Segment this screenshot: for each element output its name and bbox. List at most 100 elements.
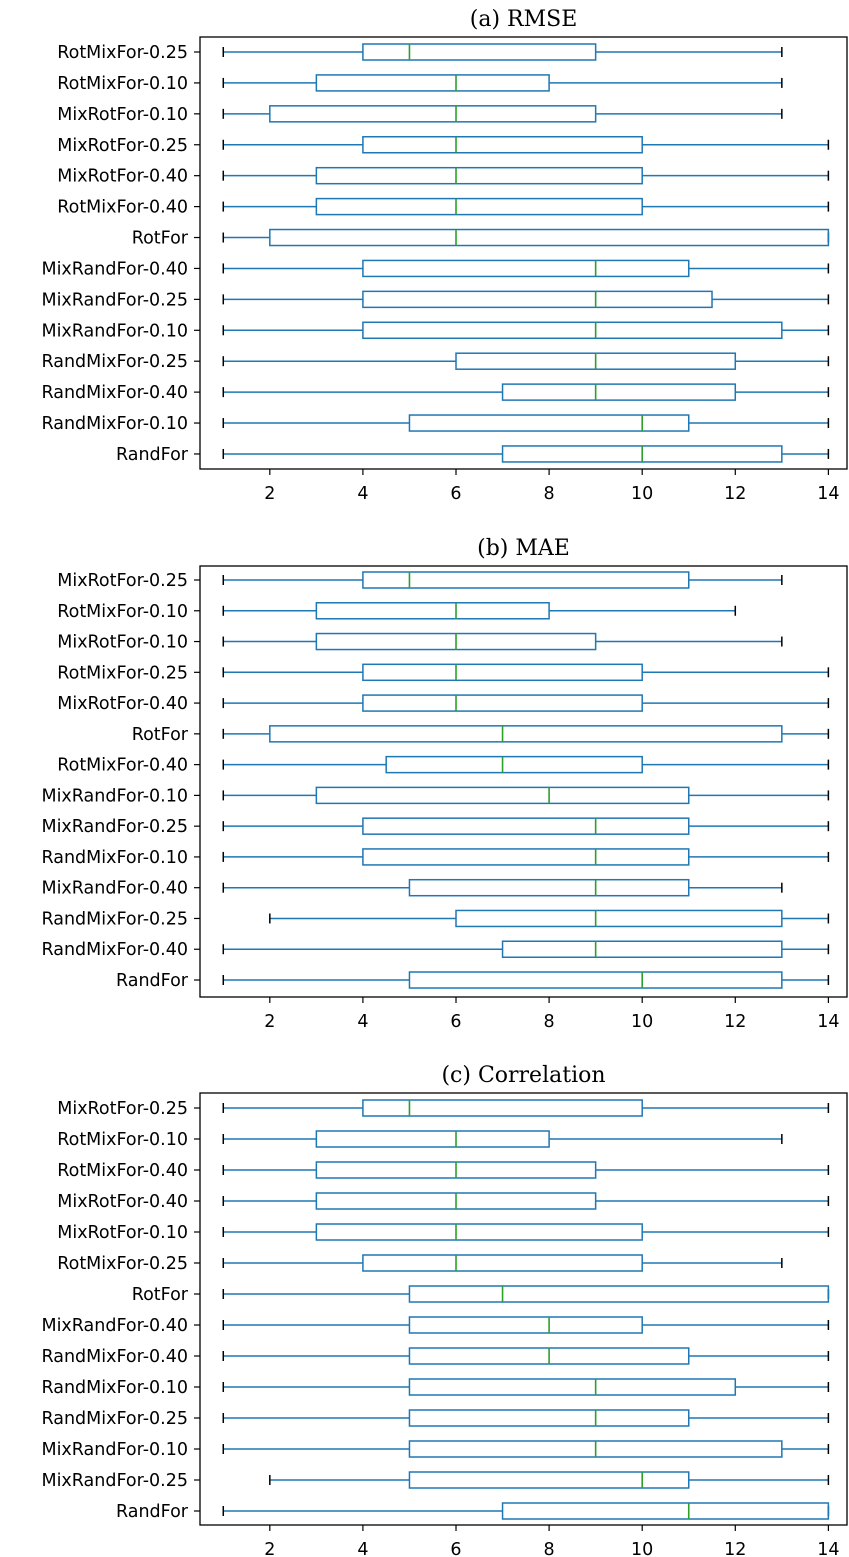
y-tick-label: MixRandFor-0.40 <box>41 259 188 279</box>
y-tick-label: RotMixFor-0.25 <box>57 1254 188 1274</box>
y-tick-label: RandFor <box>116 1502 189 1522</box>
iqr-box <box>408 971 783 989</box>
x-tick-label: 14 <box>817 1540 839 1557</box>
iqr-box <box>315 74 550 92</box>
x-tick-label: 6 <box>450 1012 461 1032</box>
y-tick-label: RandMixFor-0.25 <box>41 909 188 929</box>
iqr-box <box>362 1099 643 1117</box>
box-row: MixRotFor-0.10 <box>57 1223 830 1243</box>
axes-frame <box>199 36 848 470</box>
box-row: RandFor <box>116 971 830 991</box>
y-tick-label: MixRandFor-0.25 <box>41 290 188 310</box>
box-row: MixRandFor-0.25 <box>41 290 830 310</box>
box-row: RandMixFor-0.10 <box>41 1378 830 1398</box>
box-row: MixRandFor-0.40 <box>41 878 783 899</box>
box-row: RandMixFor-0.10 <box>41 848 830 868</box>
y-tick-label: MixRotFor-0.10 <box>57 1223 188 1243</box>
iqr-box <box>455 909 783 928</box>
x-tick-label: 2 <box>264 1012 275 1032</box>
iqr-box <box>501 383 737 401</box>
y-tick-label: RotMixFor-0.40 <box>57 1161 188 1181</box>
x-tick-label: 4 <box>357 484 368 504</box>
x-tick-label: 12 <box>724 1540 746 1557</box>
y-tick-label: MixRotFor-0.40 <box>57 694 188 714</box>
y-tick-label: RandMixFor-0.40 <box>41 940 188 960</box>
iqr-box <box>315 1223 643 1241</box>
x-tick-label: 10 <box>631 484 653 504</box>
chart-title: (a) RMSE <box>470 7 578 32</box>
box-row: RandMixFor-0.40 <box>41 383 830 403</box>
box-row: MixRandFor-0.10 <box>41 1440 830 1460</box>
iqr-box <box>408 1316 643 1334</box>
y-tick-label: RandMixFor-0.40 <box>41 1347 188 1367</box>
y-tick-label: MixRotFor-0.25 <box>57 1099 188 1119</box>
y-tick-label: MixRandFor-0.10 <box>41 321 188 341</box>
chart-title: (b) MAE <box>477 536 570 561</box>
iqr-box <box>362 136 643 154</box>
box-row: MixRotFor-0.40 <box>57 694 830 714</box>
x-tick-label: 8 <box>544 1012 555 1032</box>
x-tick-label: 8 <box>544 1540 555 1557</box>
chart-title: (c) Correlation <box>441 1063 605 1088</box>
y-tick-label: RandMixFor-0.10 <box>41 414 188 434</box>
box-row: MixRandFor-0.10 <box>41 786 830 806</box>
iqr-box <box>362 817 690 835</box>
box-row: MixRotFor-0.10 <box>57 633 783 653</box>
box-row: MixRandFor-0.40 <box>41 1316 830 1336</box>
box-row: MixRandFor-0.40 <box>41 259 830 279</box>
box-row: MixRandFor-0.25 <box>41 817 830 837</box>
y-tick-label: RandMixFor-0.25 <box>41 352 188 372</box>
y-tick-label: MixRotFor-0.25 <box>57 571 188 591</box>
iqr-box <box>315 166 643 185</box>
box-row: RandMixFor-0.40 <box>41 1347 830 1367</box>
box-row: RotMixFor-0.40 <box>57 198 830 218</box>
iqr-box <box>362 43 597 61</box>
iqr-box <box>408 878 690 897</box>
x-tick-label: 2 <box>264 1540 275 1557</box>
y-tick-label: MixRotFor-0.10 <box>57 633 188 653</box>
box-row: RandMixFor-0.40 <box>41 940 830 960</box>
y-tick-label: MixRandFor-0.25 <box>41 817 188 837</box>
box-row: MixRotFor-0.40 <box>57 166 830 187</box>
y-tick-label: RandMixFor-0.40 <box>41 383 188 403</box>
box-row: MixRotFor-0.10 <box>57 105 783 125</box>
x-tick-label: 6 <box>450 1540 461 1557</box>
iqr-box <box>362 694 643 712</box>
y-tick-label: MixRandFor-0.10 <box>41 1440 188 1460</box>
box-row: RandMixFor-0.10 <box>41 414 830 434</box>
y-tick-label: RotMixFor-0.40 <box>57 756 188 776</box>
y-tick-label: MixRotFor-0.10 <box>57 105 188 125</box>
x-tick-label: 12 <box>724 484 746 504</box>
box-row: MixRotFor-0.25 <box>57 1099 830 1119</box>
box-row: MixRotFor-0.40 <box>57 1192 830 1212</box>
y-tick-label: RotMixFor-0.10 <box>57 74 188 94</box>
x-tick-label: 12 <box>724 1012 746 1032</box>
box-row: RotMixFor-0.40 <box>57 1161 830 1181</box>
iqr-box <box>315 602 550 620</box>
iqr-box <box>408 414 690 432</box>
x-tick-label: 4 <box>357 1540 368 1557</box>
box-row: RotFor <box>132 725 830 745</box>
box-row: RotMixFor-0.25 <box>57 1254 783 1274</box>
iqr-box <box>408 1409 690 1427</box>
iqr-box <box>315 786 690 805</box>
y-tick-label: RotMixFor-0.25 <box>57 43 188 63</box>
box-row: MixRandFor-0.25 <box>41 1471 830 1491</box>
x-tick-label: 8 <box>544 484 555 504</box>
x-tick-label: 14 <box>817 484 839 504</box>
box-row: RandMixFor-0.25 <box>41 1409 830 1429</box>
y-tick-label: RotFor <box>132 229 189 249</box>
y-tick-label: RandMixFor-0.25 <box>41 1409 188 1429</box>
iqr-box <box>501 940 783 958</box>
box-row: MixRotFor-0.25 <box>57 136 830 156</box>
x-tick-label: 10 <box>631 1012 653 1032</box>
iqr-box <box>408 1471 690 1489</box>
iqr-box <box>362 259 690 278</box>
box-row: RandMixFor-0.25 <box>41 352 830 372</box>
box-row: RotMixFor-0.25 <box>57 663 830 683</box>
box-row: RandFor <box>116 445 830 465</box>
iqr-box <box>269 228 830 247</box>
x-tick-label: 14 <box>817 1012 839 1032</box>
y-tick-label: RandMixFor-0.10 <box>41 848 188 868</box>
